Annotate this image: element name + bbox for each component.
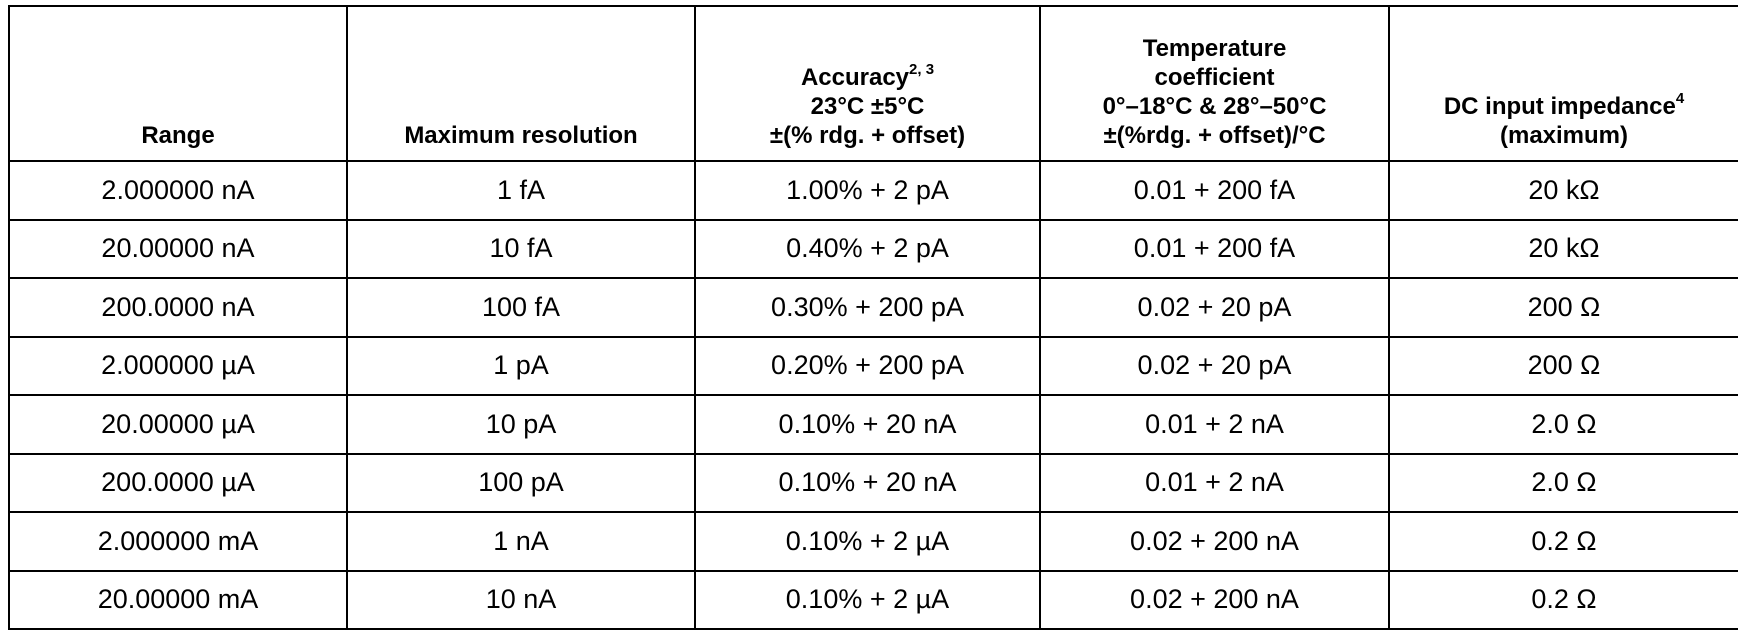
cell-range: 200.0000 µA xyxy=(8,452,348,513)
cell-resolution: 10 fA xyxy=(346,218,696,279)
cell-tempco: 0.01 + 2 nA xyxy=(1039,452,1390,513)
cell-accuracy: 0.10% + 2 µA xyxy=(694,511,1041,572)
header-tempco-line3: 0°–18°C & 28°–50°C xyxy=(1102,93,1327,120)
header-accuracy-line1: Accuracy2, 3 xyxy=(702,61,1033,92)
header-impedance-title: DC input impedance xyxy=(1443,93,1676,120)
header-range: Range xyxy=(8,5,348,162)
table-row: 20.00000 µA 10 pA 0.10% + 20 nA 0.01 + 2… xyxy=(8,394,1738,455)
cell-range: 2.000000 mA xyxy=(8,511,348,572)
header-impedance-footnote: 4 xyxy=(1675,90,1685,107)
table-row: 2.000000 nA 1 fA 1.00% + 2 pA 0.01 + 200… xyxy=(8,160,1738,221)
cell-accuracy: 0.10% + 2 µA xyxy=(694,569,1041,630)
header-tempco-line4: ±(%rdg. + offset)/°C xyxy=(1103,122,1326,149)
cell-impedance: 20 kΩ xyxy=(1388,218,1738,279)
table-row: 200.0000 µA 100 pA 0.10% + 20 nA 0.01 + … xyxy=(8,452,1738,513)
cell-impedance: 0.2 Ω xyxy=(1388,569,1738,630)
header-tempco-line2: coefficient xyxy=(1154,64,1275,91)
header-accuracy-line2: 23°C ±5°C xyxy=(810,93,925,120)
cell-resolution: 100 fA xyxy=(346,277,696,338)
header-temperature-coefficient: Temperature coefficient 0°–18°C & 28°–50… xyxy=(1039,5,1390,162)
cell-tempco: 0.02 + 200 nA xyxy=(1039,569,1390,630)
cell-tempco: 0.02 + 20 pA xyxy=(1039,335,1390,396)
table-row: 20.00000 mA 10 nA 0.10% + 2 µA 0.02 + 20… xyxy=(8,569,1738,630)
cell-resolution: 100 pA xyxy=(346,452,696,513)
cell-impedance: 20 kΩ xyxy=(1388,160,1738,221)
header-impedance-line1: DC input impedance4 xyxy=(1396,90,1732,121)
cell-range: 200.0000 nA xyxy=(8,277,348,338)
header-accuracy-footnote: 2, 3 xyxy=(909,61,935,78)
cell-range: 20.00000 µA xyxy=(8,394,348,455)
table-row: 200.0000 nA 100 fA 0.30% + 200 pA 0.02 +… xyxy=(8,277,1738,338)
header-accuracy: Accuracy2, 3 23°C ±5°C ±(% rdg. + offset… xyxy=(694,5,1041,162)
current-spec-table: Range Maximum resolution Accuracy2, 3 23… xyxy=(8,5,1738,630)
header-max-resolution-label: Maximum resolution xyxy=(404,122,638,149)
header-row: Range Maximum resolution Accuracy2, 3 23… xyxy=(8,5,1738,162)
cell-range: 20.00000 mA xyxy=(8,569,348,630)
header-range-label: Range xyxy=(141,122,215,149)
cell-range: 2.000000 µA xyxy=(8,335,348,396)
cell-impedance: 200 Ω xyxy=(1388,335,1738,396)
cell-resolution: 10 pA xyxy=(346,394,696,455)
header-dc-input-impedance: DC input impedance4 (maximum) xyxy=(1388,5,1738,162)
cell-resolution: 10 nA xyxy=(346,569,696,630)
table-body: 2.000000 nA 1 fA 1.00% + 2 pA 0.01 + 200… xyxy=(8,160,1738,630)
cell-impedance: 2.0 Ω xyxy=(1388,394,1738,455)
header-impedance-line2: (maximum) xyxy=(1499,122,1629,149)
cell-tempco: 0.01 + 200 fA xyxy=(1039,160,1390,221)
cell-accuracy: 0.30% + 200 pA xyxy=(694,277,1041,338)
header-max-resolution: Maximum resolution xyxy=(346,5,696,162)
table-row: 2.000000 µA 1 pA 0.20% + 200 pA 0.02 + 2… xyxy=(8,335,1738,396)
cell-accuracy: 0.10% + 20 nA xyxy=(694,452,1041,513)
cell-impedance: 0.2 Ω xyxy=(1388,511,1738,572)
cell-tempco: 0.01 + 200 fA xyxy=(1039,218,1390,279)
table-header: Range Maximum resolution Accuracy2, 3 23… xyxy=(8,5,1738,162)
cell-accuracy: 0.20% + 200 pA xyxy=(694,335,1041,396)
cell-range: 2.000000 nA xyxy=(8,160,348,221)
cell-accuracy: 0.40% + 2 pA xyxy=(694,218,1041,279)
cell-tempco: 0.02 + 20 pA xyxy=(1039,277,1390,338)
cell-tempco: 0.02 + 200 nA xyxy=(1039,511,1390,572)
table-row: 2.000000 mA 1 nA 0.10% + 2 µA 0.02 + 200… xyxy=(8,511,1738,572)
cell-resolution: 1 nA xyxy=(346,511,696,572)
cell-accuracy: 1.00% + 2 pA xyxy=(694,160,1041,221)
cell-impedance: 2.0 Ω xyxy=(1388,452,1738,513)
header-tempco-line1: Temperature xyxy=(1142,35,1287,62)
cell-resolution: 1 fA xyxy=(346,160,696,221)
cell-resolution: 1 pA xyxy=(346,335,696,396)
header-accuracy-line3: ±(% rdg. + offset) xyxy=(769,122,966,149)
cell-impedance: 200 Ω xyxy=(1388,277,1738,338)
cell-range: 20.00000 nA xyxy=(8,218,348,279)
header-accuracy-title: Accuracy xyxy=(800,64,910,91)
cell-tempco: 0.01 + 2 nA xyxy=(1039,394,1390,455)
cell-accuracy: 0.10% + 20 nA xyxy=(694,394,1041,455)
table-row: 20.00000 nA 10 fA 0.40% + 2 pA 0.01 + 20… xyxy=(8,218,1738,279)
